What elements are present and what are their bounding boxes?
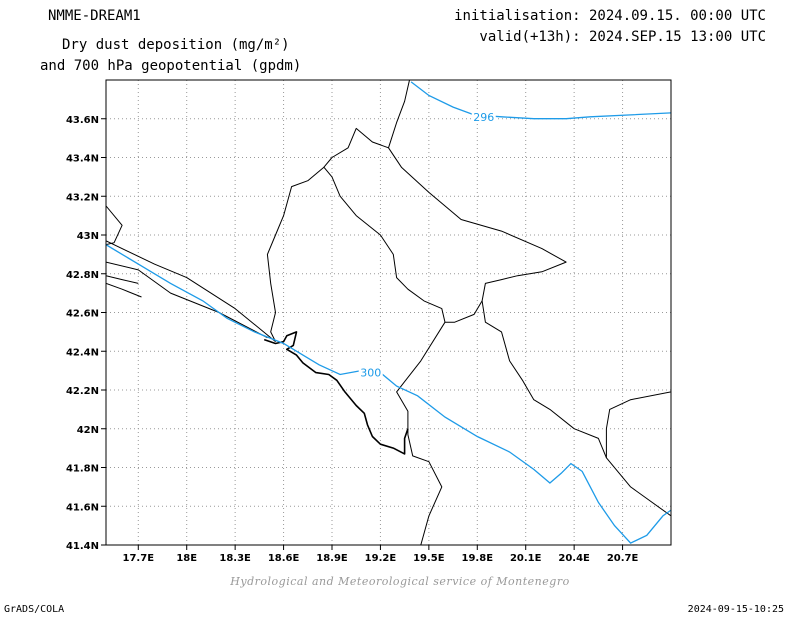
- lon-tick-label: 19.2E: [365, 553, 397, 564]
- border-line: [106, 205, 123, 246]
- border-line: [106, 240, 276, 342]
- lat-tick-label: 41.4N: [66, 541, 99, 552]
- lat-tick-label: 43.6N: [66, 115, 99, 126]
- lon-tick-label: 20.1E: [510, 553, 542, 564]
- generation-timestamp: 2024-09-15-10:25: [687, 604, 784, 615]
- lon-tick-label: 17.7E: [123, 553, 155, 564]
- lon-tick-label: 20.4E: [558, 553, 590, 564]
- lat-tick-label: 43N: [77, 231, 99, 242]
- lon-tick-label: 20.7E: [607, 553, 639, 564]
- lat-tick-label: 42.8N: [66, 270, 99, 281]
- lon-tick-label: 18.9E: [316, 553, 348, 564]
- chart-title-line1: Dry dust deposition (mg/m²): [62, 37, 290, 53]
- contour-label: 300: [360, 367, 381, 380]
- border-line: [106, 275, 139, 284]
- geopotential-contour: [106, 244, 671, 544]
- lat-tick-label: 42N: [77, 425, 99, 436]
- contour-label: 296: [473, 111, 494, 124]
- border-line: [106, 282, 142, 298]
- initialisation-time: initialisation: 2024.09.15. 00:00 UTC: [454, 8, 766, 24]
- lon-tick-label: 18.6E: [268, 553, 300, 564]
- border-line: [106, 261, 268, 339]
- border-line: [323, 127, 389, 168]
- chart-title-line2: and 700 hPa geopotential (gpdm): [40, 58, 302, 74]
- credit-text: Hydrological and Meteorological service …: [230, 575, 570, 588]
- lat-tick-label: 42.4N: [66, 347, 99, 358]
- model-name: NMME-DREAM1: [48, 8, 141, 24]
- valid-time: valid(+13h): 2024.SEP.15 13:00 UTC: [479, 29, 766, 45]
- lon-tick-label: 18.3E: [219, 553, 251, 564]
- lat-tick-label: 41.6N: [66, 502, 99, 513]
- lon-tick-label: 18E: [176, 553, 197, 564]
- geopotential-contour: [410, 81, 671, 120]
- contour-label-bg: [471, 109, 496, 123]
- lat-tick-label: 42.6N: [66, 309, 99, 320]
- lat-tick-label: 41.8N: [66, 464, 99, 475]
- lat-tick-label: 43.2N: [66, 192, 99, 203]
- border-line: [263, 331, 409, 455]
- border-line: [396, 321, 446, 545]
- lon-tick-label: 19.5E: [413, 553, 445, 564]
- border-line: [605, 391, 671, 458]
- lat-tick-label: 43.4N: [66, 154, 99, 165]
- contour-label-bg: [358, 365, 383, 379]
- lon-tick-label: 19.8E: [462, 553, 494, 564]
- lat-tick-label: 42.2N: [66, 386, 99, 397]
- border-line: [481, 300, 671, 517]
- border-line: [266, 80, 567, 342]
- software-credit: GrADS/COLA: [4, 604, 65, 615]
